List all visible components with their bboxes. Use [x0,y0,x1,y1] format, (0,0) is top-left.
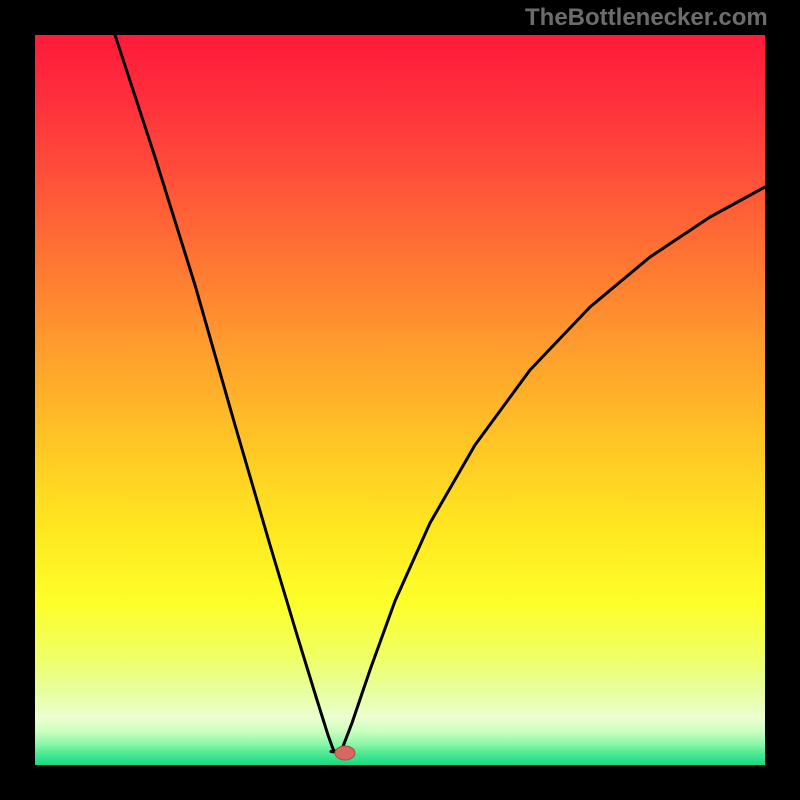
watermark-text: TheBottlenecker.com [525,4,768,32]
gradient-background [35,35,765,765]
plot-area [35,35,765,765]
chart-frame: TheBottlenecker.com [0,0,800,800]
minimum-marker [335,746,355,760]
bottleneck-chart [0,0,800,800]
